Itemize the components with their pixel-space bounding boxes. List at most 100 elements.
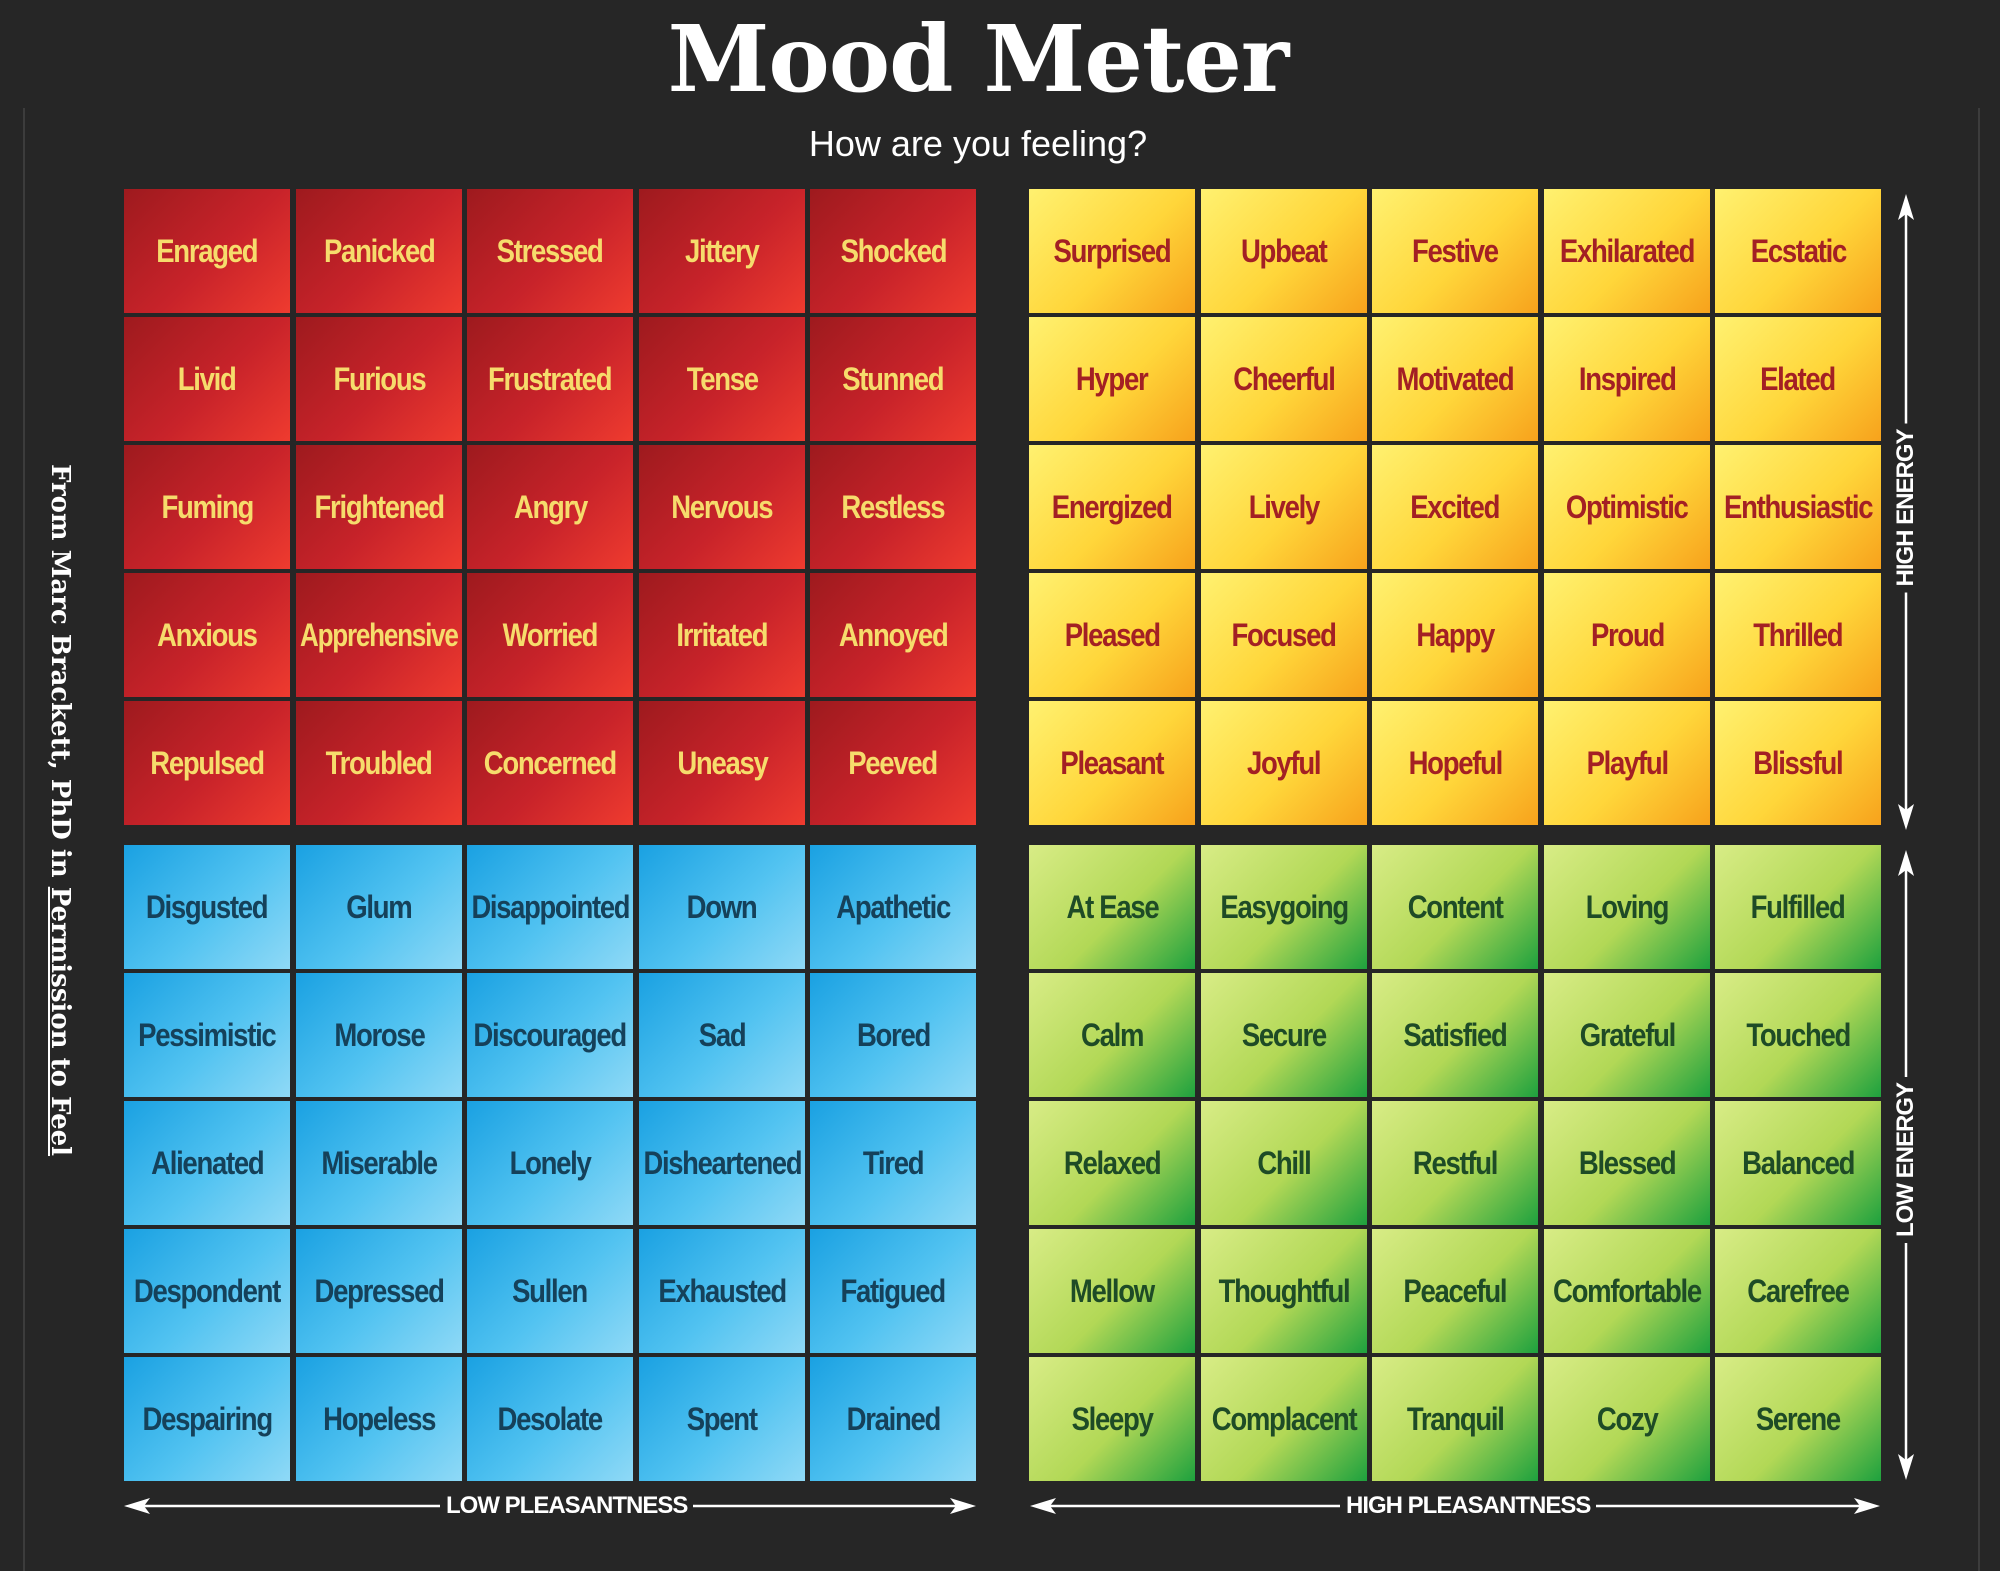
emotion-label: Spent — [686, 1400, 758, 1437]
emotion-cell: Lively — [1201, 445, 1367, 569]
emotion-label: Morose — [333, 1016, 425, 1053]
emotion-label: Optimistic — [1566, 488, 1689, 525]
emotion-cell: Restless — [810, 445, 976, 569]
emotion-label: Pleased — [1064, 616, 1160, 653]
emotion-label: Uneasy — [676, 744, 768, 781]
emotion-label: Serene — [1755, 1400, 1841, 1437]
emotion-cell: Cheerful — [1201, 317, 1367, 441]
emotion-cell: Carefree — [1715, 1229, 1881, 1353]
emotion-cell: Tense — [639, 317, 805, 441]
emotion-cell: Grateful — [1544, 973, 1710, 1097]
emotion-cell: Upbeat — [1201, 189, 1367, 313]
emotion-cell: Exhilarated — [1544, 189, 1710, 313]
emotion-cell: Anxious — [124, 573, 290, 697]
emotion-cell: Inspired — [1544, 317, 1710, 441]
emotion-cell: Fulfilled — [1715, 845, 1881, 969]
emotion-cell: Furious — [296, 317, 462, 441]
emotion-label: Thoughtful — [1218, 1272, 1351, 1309]
emotion-cell: Excited — [1372, 445, 1538, 569]
emotion-label: Hyper — [1076, 360, 1149, 397]
emotion-cell: Peaceful — [1372, 1229, 1538, 1353]
page-subtitle: How are you feeling? — [808, 123, 1148, 164]
emotion-cell: Surprised — [1029, 189, 1195, 313]
emotion-label: Enraged — [156, 232, 258, 269]
emotion-label: Relaxed — [1063, 1144, 1162, 1181]
emotion-cell: Drained — [810, 1357, 976, 1481]
emotion-label: Thrilled — [1753, 616, 1843, 653]
emotion-cell: Down — [639, 845, 805, 969]
emotion-label: Disheartened — [643, 1144, 802, 1181]
emotion-label: Panicked — [323, 232, 436, 269]
low-energy-label: LOW ENERGY — [1892, 1076, 1920, 1244]
emotion-cell: Fatigued — [810, 1229, 976, 1353]
emotion-label: Anxious — [157, 616, 258, 653]
emotion-label: Restful — [1412, 1144, 1499, 1181]
emotion-cell: Repulsed — [124, 701, 290, 825]
credit-prefix: From Marc Brackett, PhD in — [45, 463, 75, 887]
emotion-cell: Desolate — [467, 1357, 633, 1481]
emotion-cell: Festive — [1372, 189, 1538, 313]
emotion-label: Hopeless — [322, 1400, 436, 1437]
emotion-cell: Stunned — [810, 317, 976, 441]
emotion-cell: Blessed — [1544, 1101, 1710, 1225]
emotion-label: Elated — [1760, 360, 1837, 397]
emotion-cell: Shocked — [810, 189, 976, 313]
emotion-label: Mellow — [1069, 1272, 1155, 1309]
emotion-label: Balanced — [1741, 1144, 1855, 1181]
emotion-label: Nervous — [671, 488, 773, 525]
emotion-label: Peeved — [848, 744, 939, 781]
low-pleasantness-label: LOW PLEASANTNESS — [440, 1492, 694, 1520]
page-title: Mood Meter — [667, 5, 1290, 113]
emotion-cell: Serene — [1715, 1357, 1881, 1481]
emotion-cell: Mellow — [1029, 1229, 1195, 1353]
emotion-cell: Enthusiastic — [1715, 445, 1881, 569]
emotion-label: Surprised — [1053, 232, 1172, 269]
emotion-cell: Alienated — [124, 1101, 290, 1225]
emotion-cell: Spent — [639, 1357, 805, 1481]
emotion-cell: Glum — [296, 845, 462, 969]
emotion-label: Lively — [1248, 488, 1321, 525]
emotion-cell: Annoyed — [810, 573, 976, 697]
emotion-label: Alienated — [150, 1144, 265, 1181]
emotion-label: Apathetic — [836, 888, 951, 925]
emotion-label: Glum — [346, 888, 412, 925]
emotion-cell: Disheartened — [639, 1101, 805, 1225]
emotion-cell: Concerned — [467, 701, 633, 825]
emotion-label: Angry — [513, 488, 587, 525]
emotion-cell: Angry — [467, 445, 633, 569]
emotion-label: Livid — [178, 360, 237, 397]
emotion-label: Miserable — [321, 1144, 438, 1181]
emotion-cell: Jittery — [639, 189, 805, 313]
emotion-cell: Disappointed — [467, 845, 633, 969]
emotion-cell: Stressed — [467, 189, 633, 313]
emotion-cell: Depressed — [296, 1229, 462, 1353]
emotion-label: Comfortable — [1553, 1272, 1702, 1309]
emotion-cell: Peeved — [810, 701, 976, 825]
emotion-cell: Hopeful — [1372, 701, 1538, 825]
emotion-label: Frightened — [314, 488, 445, 525]
emotion-label: Jittery — [685, 232, 760, 269]
emotion-label: Focused — [1231, 616, 1337, 653]
emotion-cell: Comfortable — [1544, 1229, 1710, 1353]
emotion-cell: Thoughtful — [1201, 1229, 1367, 1353]
emotion-cell: Frustrated — [467, 317, 633, 441]
emotion-cell: Content — [1372, 845, 1538, 969]
emotion-cell: Sad — [639, 973, 805, 1097]
emotion-label: Fuming — [161, 488, 254, 525]
emotion-cell: Ecstatic — [1715, 189, 1881, 313]
emotion-label: Annoyed — [838, 616, 949, 653]
emotion-cell: Focused — [1201, 573, 1367, 697]
emotion-cell: Morose — [296, 973, 462, 1097]
emotion-cell: Pessimistic — [124, 973, 290, 1097]
emotion-label: Shocked — [840, 232, 947, 269]
emotion-cell: Easygoing — [1201, 845, 1367, 969]
emotion-label: Secure — [1241, 1016, 1327, 1053]
emotion-label: Tense — [686, 360, 758, 397]
emotion-label: Drained — [846, 1400, 941, 1437]
frame-line-right — [1978, 108, 1980, 1571]
emotion-cell: Despairing — [124, 1357, 290, 1481]
emotion-label: Disgusted — [146, 888, 269, 925]
emotion-label: Sad — [698, 1016, 747, 1053]
emotion-cell: Playful — [1544, 701, 1710, 825]
quadrant-red: Enraged Panicked Stressed Jittery Shocked Liv… — [124, 189, 976, 825]
